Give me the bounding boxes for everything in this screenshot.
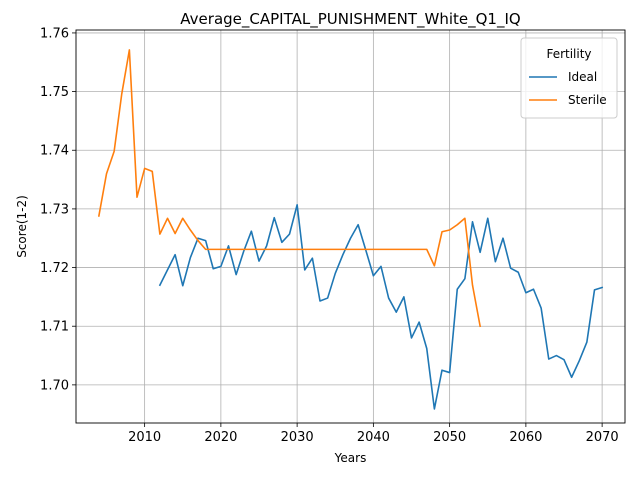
series-line-sterile: [97, 49, 482, 328]
series-line-ideal: [158, 204, 604, 410]
x-tick-label: 2010: [128, 430, 161, 445]
y-tick-label: 1.74: [40, 144, 69, 159]
grid: [76, 30, 625, 423]
x-axis-title: Years: [334, 451, 367, 465]
y-tick-label: 1.75: [40, 85, 69, 100]
x-tick-label: 2040: [357, 430, 390, 445]
y-tick-label: 1.70: [40, 378, 69, 393]
x-tick-label: 2050: [433, 430, 466, 445]
x-axis: 2010 2020 2030 2040 2050 2060 2070: [128, 423, 619, 445]
y-tick-label: 1.71: [40, 320, 69, 335]
x-tick-label: 2020: [204, 430, 237, 445]
y-axis: 1.70 1.71 1.72 1.73 1.74 1.75 1.76: [40, 26, 76, 393]
y-tick-label: 1.72: [40, 261, 69, 276]
series-layer: [97, 49, 604, 410]
y-tick-label: 1.76: [40, 26, 69, 41]
legend: Fertility Ideal Sterile: [520, 37, 618, 119]
legend-box: [520, 37, 618, 119]
plot-frame: [75, 29, 626, 424]
chart-title: Average_CAPITAL_PUNISHMENT_White_Q1_IQ: [180, 10, 520, 29]
legend-title: Fertility: [546, 47, 591, 61]
legend-label-ideal: Ideal: [568, 70, 597, 84]
x-tick-label: 2060: [509, 430, 542, 445]
y-axis-title: Score(1-2): [15, 195, 29, 258]
legend-label-sterile: Sterile: [568, 93, 607, 107]
y-tick-label: 1.73: [40, 202, 69, 217]
x-tick-label: 2030: [281, 430, 314, 445]
x-tick-label: 2070: [586, 430, 619, 445]
